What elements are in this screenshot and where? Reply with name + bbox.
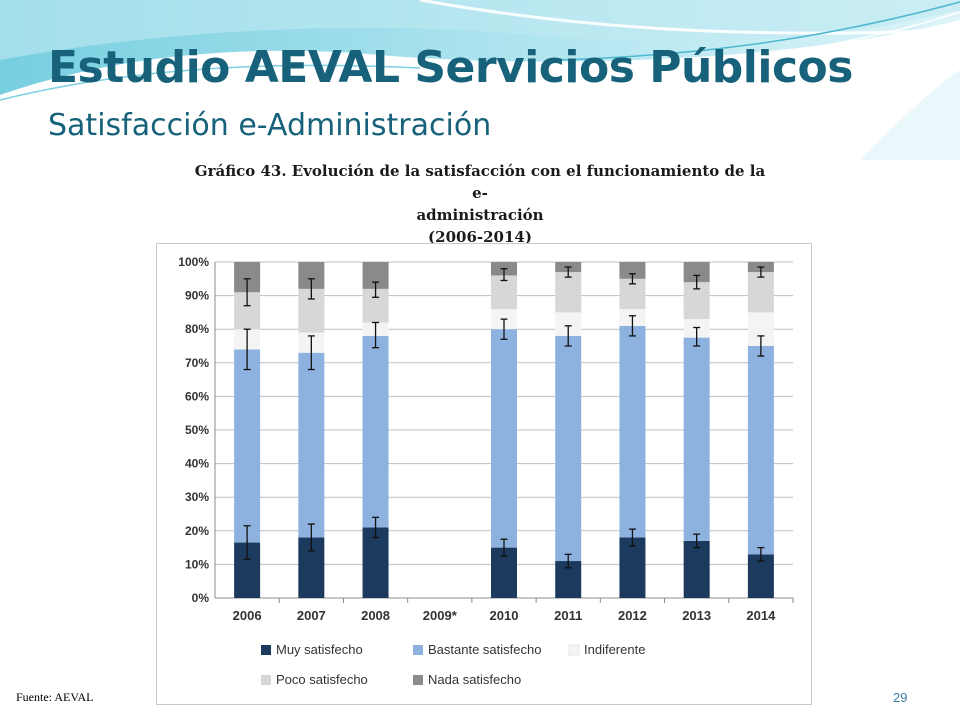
y-tick-label: 40%	[185, 457, 209, 471]
bar-2006-bastante-satisfecho	[234, 349, 261, 543]
error-bar	[564, 553, 572, 569]
bar-2008-muy-satisfecho	[362, 527, 389, 598]
legend-swatch	[413, 645, 423, 655]
error-bar	[500, 538, 508, 557]
bar-2011-bastante-satisfecho	[555, 335, 582, 562]
chart-title: Gráfico 43. Evolución de la satisfacción…	[190, 160, 770, 248]
error-bar	[243, 328, 251, 371]
source-note: Fuente: AEVAL	[16, 690, 94, 704]
chart-title-line-3: (2006-2014)	[428, 228, 532, 246]
x-tick-label: 2006	[233, 608, 262, 623]
legend-label: Nada satisfecho	[428, 672, 521, 687]
error-bar	[243, 525, 251, 561]
legend-swatch	[261, 645, 271, 655]
error-bar	[628, 315, 636, 337]
x-tick-label: 2012	[618, 608, 647, 623]
y-tick-label: 20%	[185, 524, 209, 538]
page-number: 29	[893, 690, 908, 705]
x-tick-label: 2011	[554, 608, 582, 623]
slide-title: Estudio AEVAL Servicios Públicos	[48, 42, 853, 93]
bar-2008-bastante-satisfecho	[362, 335, 389, 528]
x-tick-label: 2010	[490, 608, 519, 623]
x-tick-label: 2014	[746, 608, 776, 623]
x-tick-label: 2007	[297, 608, 326, 623]
y-tick-label: 90%	[185, 289, 209, 303]
bar-2013-muy-satisfecho	[683, 540, 710, 598]
error-bar	[500, 268, 508, 282]
error-bar	[564, 325, 572, 347]
error-bar	[564, 266, 572, 278]
y-tick-label: 30%	[185, 490, 209, 504]
legend-swatch	[568, 644, 580, 656]
error-bar	[372, 281, 380, 298]
x-tick-label: 2008	[361, 608, 390, 623]
legend-label: Indiferente	[584, 642, 645, 657]
chart-title-line-2: administración	[416, 206, 544, 224]
y-tick-label: 0%	[192, 591, 210, 605]
bar-2014-poco-satisfecho	[747, 272, 774, 313]
bar-2012-bastante-satisfecho	[619, 325, 646, 538]
chart-title-line-1: Gráfico 43. Evolución de la satisfacción…	[194, 162, 766, 202]
error-bar	[757, 546, 765, 562]
y-tick-label: 70%	[185, 356, 209, 370]
error-bar	[628, 273, 636, 285]
error-bar	[693, 533, 701, 549]
error-bar	[372, 321, 380, 349]
y-tick-label: 60%	[185, 389, 209, 403]
legend-label: Bastante satisfecho	[428, 642, 541, 657]
bar-2007-bastante-satisfecho	[298, 352, 325, 538]
y-tick-label: 50%	[185, 423, 209, 437]
error-bar	[243, 278, 251, 307]
legend-swatch	[413, 675, 423, 685]
legend-label: Poco satisfecho	[276, 672, 368, 687]
error-bar	[757, 335, 765, 357]
y-tick-label: 10%	[185, 557, 209, 571]
header-wave-decoration	[0, 0, 960, 160]
chart-frame: 0% 10% 20% 30% 40% 50% 60% 70% 80% 90% 100% 2006 200…	[156, 243, 812, 705]
stacked-bar-chart: 0% 10% 20% 30% 40% 50% 60% 70% 80% 90% 100% 2006 200…	[178, 255, 794, 687]
y-tick-label: 100%	[178, 255, 209, 269]
legend-label: Muy satisfecho	[276, 642, 363, 657]
error-bar	[307, 335, 315, 371]
error-bar	[500, 318, 508, 340]
x-tick-label: 2009*	[423, 608, 458, 623]
error-bar	[628, 528, 636, 547]
bar-2013-bastante-satisfecho	[683, 337, 710, 541]
error-bar	[372, 516, 380, 539]
slide-subtitle: Satisfacción e-Administración	[48, 108, 492, 143]
y-tick-label: 80%	[185, 322, 209, 336]
bar-2012-muy-satisfecho	[619, 537, 646, 598]
bar-2014-bastante-satisfecho	[747, 346, 774, 555]
bar-2010-bastante-satisfecho	[491, 329, 517, 548]
error-bar	[693, 326, 701, 347]
error-bar	[307, 523, 315, 552]
bar-2011-poco-satisfecho	[555, 272, 582, 313]
bar-2011-indiferente	[555, 312, 582, 336]
error-bar	[693, 274, 701, 290]
error-bar	[307, 278, 315, 300]
legend-swatch	[261, 675, 271, 685]
error-bar	[757, 266, 765, 278]
x-tick-label: 2013	[682, 608, 711, 623]
bar-2012-nada-satisfecho	[619, 262, 646, 279]
bar-2013-nada-satisfecho	[683, 262, 710, 283]
